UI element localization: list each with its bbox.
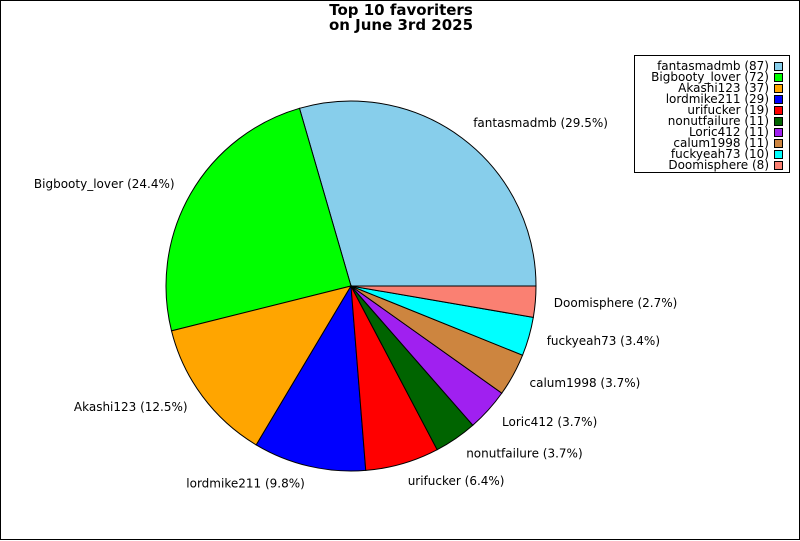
legend-swatch <box>774 95 783 104</box>
slice-label-urifucker: urifucker (6.4%) <box>408 474 505 488</box>
legend-swatch <box>774 106 783 115</box>
legend-label: Akashi123 (37) <box>678 81 769 95</box>
slice-label-lordmike211: lordmike211 (9.8%) <box>186 477 305 491</box>
legend: fantasmadmb (87) Bigbooty_lover (72) Akash… <box>634 55 790 173</box>
slice-label-calum1998: calum1998 (3.7%) <box>530 376 641 390</box>
legend-swatch <box>774 150 783 159</box>
slice-label-loric412: Loric412 (3.7%) <box>502 415 597 429</box>
legend-swatch <box>774 84 783 93</box>
legend-item-doomisphere: Doomisphere (8) <box>668 158 783 172</box>
legend-label: Loric412 (11) <box>688 125 769 139</box>
legend-item-nonutfailure: nonutfailure (11) <box>667 114 783 128</box>
legend-label: Bigbooty_lover (72) <box>651 70 769 84</box>
legend-item-calum1998: calum1998 (11) <box>673 136 783 150</box>
legend-item-akashi123: Akashi123 (37) <box>678 81 783 95</box>
legend-swatch <box>774 117 783 126</box>
slice-label-fuckyeah73: fuckyeah73 (3.4%) <box>547 334 660 348</box>
pie-slice-akashi123 <box>170 285 353 446</box>
legend-item-loric412: Loric412 (11) <box>688 125 783 139</box>
legend-label: fuckyeah73 (10) <box>670 147 769 161</box>
legend-swatch <box>774 73 783 82</box>
legend-item-fuckyeah73: fuckyeah73 (10) <box>670 147 783 161</box>
legend-label: lordmike211 (29) <box>665 92 769 106</box>
legend-swatch <box>774 62 783 71</box>
legend-label: calum1998 (11) <box>673 136 769 150</box>
legend-label: urifucker (19) <box>687 103 769 117</box>
pie-slice-fantasmadmb <box>298 100 537 287</box>
slice-label-nonutfailure: nonutfailure (3.7%) <box>466 446 582 460</box>
legend-label: nonutfailure (11) <box>667 114 769 128</box>
slice-label-akashi123: Akashi123 (12.5%) <box>74 400 188 414</box>
legend-swatch <box>774 139 783 148</box>
slice-label-fantasmadmb: fantasmadmb (29.5%) <box>473 116 608 130</box>
chart-title: Top 10 favoriters on June 3rd 2025 <box>328 1 474 34</box>
slice-label-bigbooty-lover: Bigbooty_lover (24.4%) <box>34 177 175 191</box>
slice-label-doomisphere: Doomisphere (2.7%) <box>554 296 678 310</box>
legend-item-lordmike211: lordmike211 (29) <box>665 92 783 106</box>
legend-item-fantasmadmb: fantasmadmb (87) <box>657 59 783 73</box>
pie-slice-lordmike211 <box>255 284 367 472</box>
legend-swatch <box>774 161 783 170</box>
pie-slice-doomisphere <box>350 285 537 318</box>
legend-label: Doomisphere (8) <box>668 158 769 172</box>
legend-swatch <box>774 128 783 137</box>
legend-label: fantasmadmb (87) <box>657 59 769 73</box>
legend-item-urifucker: urifucker (19) <box>687 103 783 117</box>
pie-slice-bigbooty-lover <box>165 107 352 332</box>
legend-item-bigbooty-lover: Bigbooty_lover (72) <box>651 70 783 84</box>
